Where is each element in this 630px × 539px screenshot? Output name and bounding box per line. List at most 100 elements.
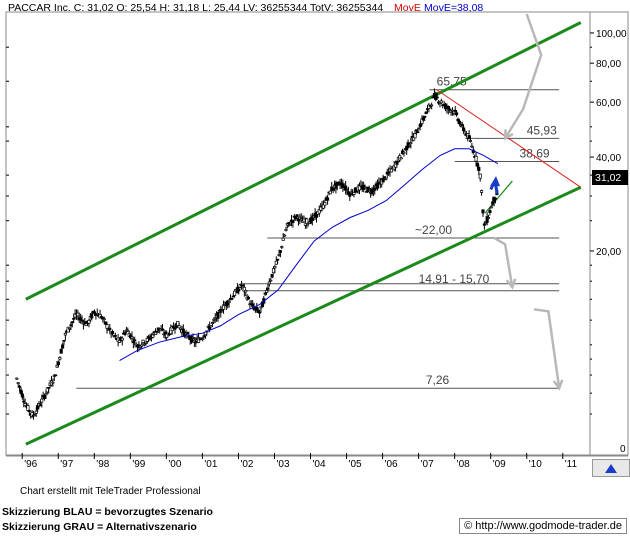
candle-body xyxy=(18,385,22,388)
candle-body xyxy=(23,403,27,406)
axis-scale-button[interactable] xyxy=(592,459,630,477)
candle-body xyxy=(462,127,466,132)
movingaverage-label: MovE xyxy=(394,2,421,14)
candle-body xyxy=(123,332,127,335)
candle-body xyxy=(110,331,115,334)
candle-body xyxy=(480,190,484,193)
candle-body xyxy=(345,189,349,192)
y-tick-label: 100,00 xyxy=(596,29,627,40)
candle-body xyxy=(59,348,63,354)
candle-body xyxy=(276,258,280,261)
candle-body xyxy=(87,319,91,324)
candle-body xyxy=(145,337,149,342)
candle-body xyxy=(210,322,214,324)
x-tick-label: '11 xyxy=(565,459,578,470)
x-tick-label: '06 xyxy=(385,459,398,470)
candle-body xyxy=(489,206,493,209)
candle-body xyxy=(67,327,72,330)
channel-line-lower xyxy=(25,185,582,446)
candle-body xyxy=(448,108,452,111)
candle-body xyxy=(34,410,38,414)
x-tick-label: '97 xyxy=(60,459,73,470)
candle-body xyxy=(201,338,205,340)
scenario-blue-arrowhead xyxy=(490,176,501,187)
candle-body xyxy=(230,297,234,300)
candle-body xyxy=(413,133,417,139)
candle-body xyxy=(270,273,274,278)
candle-body xyxy=(70,321,74,324)
x-axis-ticks: '96 '97 '98 '99 '00 '01 '02 '03 '04 '05 '06 '07 '08 '… xyxy=(21,453,578,470)
candle-body xyxy=(295,214,299,217)
candle-body xyxy=(456,118,460,122)
x-tick-label: '98 xyxy=(96,459,109,470)
candle-body xyxy=(353,187,357,193)
candle-body xyxy=(102,318,106,321)
candle-body xyxy=(359,184,363,187)
level-label: 14,91 - 15,70 xyxy=(419,272,490,286)
candle-body xyxy=(430,104,434,107)
candle-body xyxy=(478,173,482,179)
candle-body xyxy=(177,325,181,329)
candle-body xyxy=(51,381,55,384)
scenario-sketches xyxy=(489,13,564,391)
candle-body xyxy=(203,334,208,337)
plot-frame xyxy=(5,11,591,456)
candle-body xyxy=(453,109,457,112)
candle-body xyxy=(457,120,461,125)
candle-body xyxy=(367,187,371,190)
candle-body xyxy=(55,365,59,368)
y-tick-label: 80,00 xyxy=(596,59,621,70)
candle-body xyxy=(424,111,428,115)
candle-body xyxy=(399,157,403,160)
candle-body xyxy=(104,321,108,325)
chart-credit: Chart erstellt mit TeleTrader Profession… xyxy=(20,486,201,497)
candle-body xyxy=(407,144,412,147)
candle-body xyxy=(22,400,26,403)
candle-body xyxy=(76,312,80,317)
candle-body xyxy=(288,224,292,226)
level-label: 38,69 xyxy=(520,147,550,161)
candle-body xyxy=(299,217,303,219)
candle-body xyxy=(274,260,278,265)
candle-body xyxy=(271,268,276,274)
candle-body xyxy=(485,216,489,223)
last-price-badge xyxy=(592,170,628,185)
level-label: ~22,00 xyxy=(415,223,452,237)
candle-body xyxy=(323,202,327,206)
candle-body xyxy=(416,131,420,134)
x-tick-label: '02 xyxy=(240,459,253,470)
x-tick-label: '04 xyxy=(313,459,326,470)
x-tick-label: '07 xyxy=(421,459,434,470)
candle-body xyxy=(197,337,201,343)
candle-body xyxy=(20,393,24,398)
candle-body xyxy=(126,329,130,332)
candle-body xyxy=(384,178,388,180)
candle-body xyxy=(92,311,97,314)
x-tick-label: '00 xyxy=(168,459,181,470)
candle-body xyxy=(266,287,270,290)
candle-body xyxy=(486,217,491,219)
candle-body xyxy=(328,190,332,195)
candle-body xyxy=(326,197,330,201)
candle-body xyxy=(468,140,473,142)
candle-body xyxy=(173,327,177,330)
candle-body xyxy=(373,187,377,191)
candle-body xyxy=(80,319,84,322)
candle-body xyxy=(423,115,427,118)
channel-line-upper xyxy=(25,21,582,301)
candle-body xyxy=(493,197,498,200)
candle-body xyxy=(141,339,145,343)
scenario-grey-arrowhead xyxy=(503,129,514,141)
scenario-grey-arrowhead xyxy=(552,379,564,391)
scenario-grey-arrowhead xyxy=(505,278,517,290)
candle-body xyxy=(44,393,48,396)
x-tick-label: '05 xyxy=(349,459,362,470)
source-url[interactable]: © http://www.godmode-trader.de xyxy=(459,518,627,534)
candle-body xyxy=(105,324,109,329)
candle-body xyxy=(185,332,190,335)
scale-icon xyxy=(605,464,617,473)
x-tick-label: '01 xyxy=(204,459,217,470)
candle-body xyxy=(231,295,235,298)
candle-body xyxy=(283,234,287,237)
candle-body xyxy=(26,405,30,411)
